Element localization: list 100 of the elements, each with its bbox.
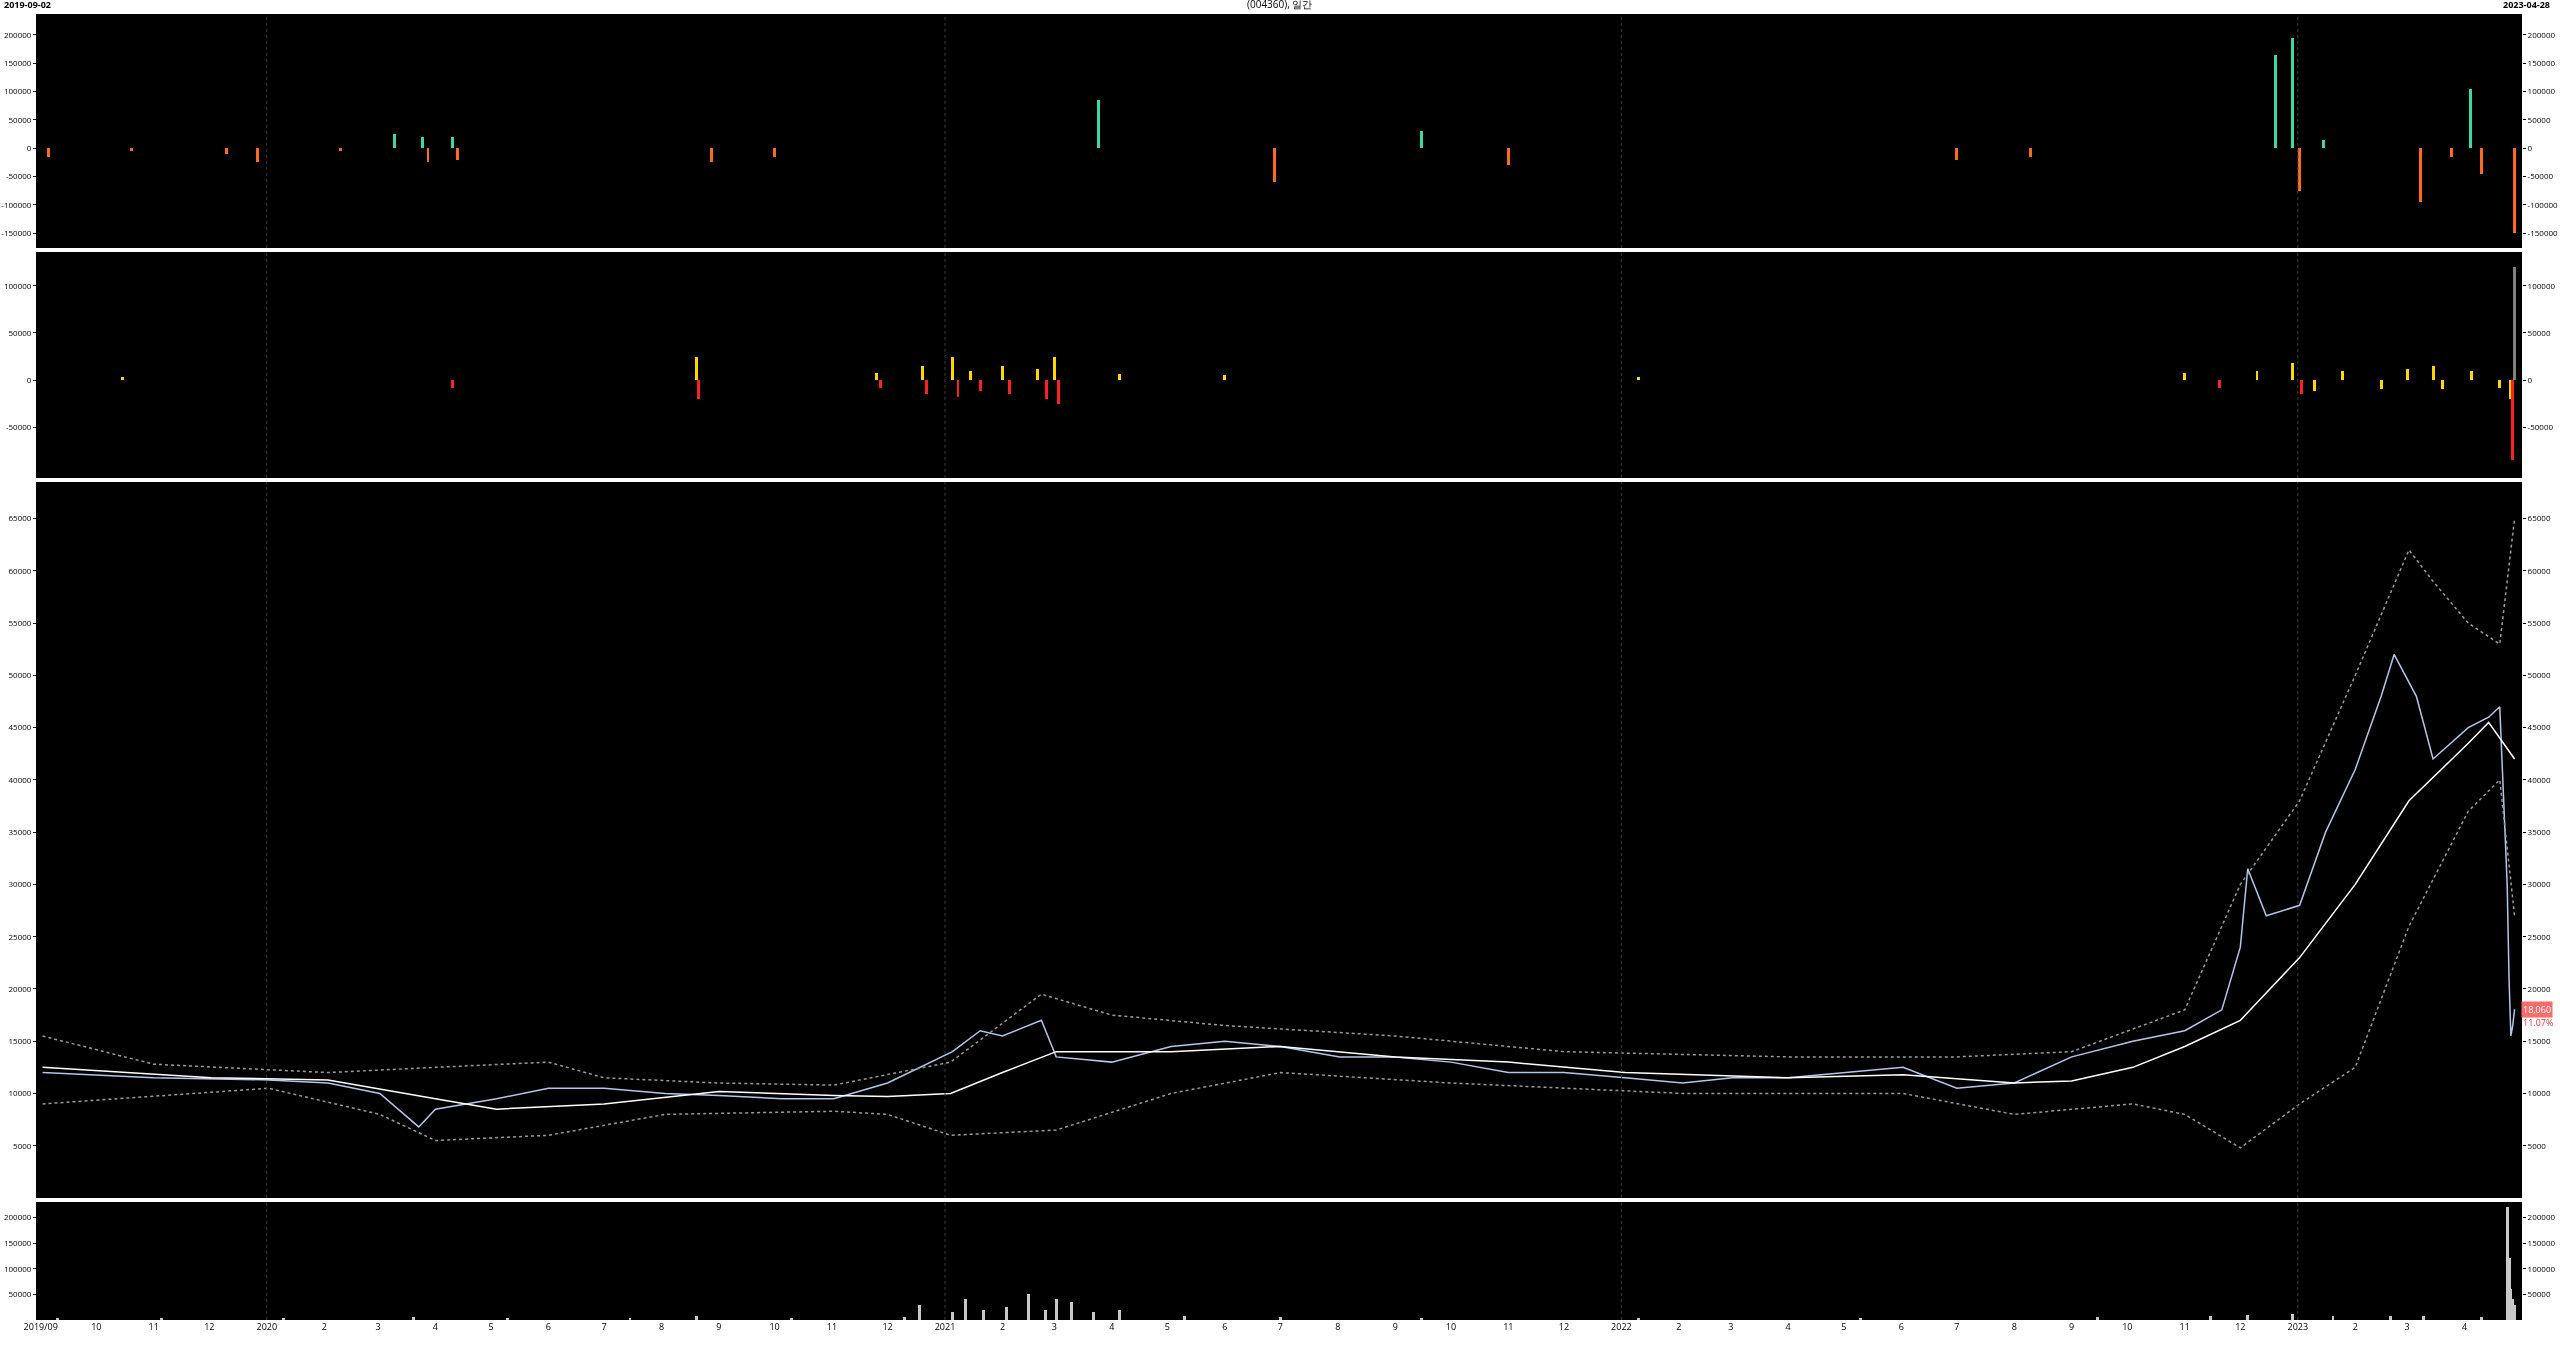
y-tick-label: 45000 — [8, 721, 32, 733]
y2-tick-label: 200000 — [2527, 1211, 2556, 1223]
x-tick-label: 6 — [1222, 1320, 1228, 1333]
y-tick-label: -150000 — [1, 227, 32, 239]
x-tick-label: 2021 — [934, 1320, 956, 1333]
x-tick-label: 2 — [999, 1320, 1006, 1333]
y2-tick-label: 40000 — [2527, 773, 2551, 785]
y-tick-label: -100000 — [1, 198, 32, 210]
x-tick-label: 7 — [1277, 1320, 1284, 1333]
x-tick-label: 4 — [2461, 1320, 2468, 1333]
y2-tick-label: 50000 — [2527, 1288, 2551, 1300]
y2-tick-label: -150000 — [2527, 227, 2559, 239]
x-tick-label: 2023 — [2287, 1320, 2309, 1333]
x-tick-label: 10 — [91, 1320, 102, 1333]
y-tick-label: 150000 — [3, 57, 32, 69]
x-tick-label: 9 — [2069, 1320, 2075, 1333]
x-tick-label: 8 — [2011, 1320, 2017, 1333]
x-tick-label: 7 — [1954, 1320, 1960, 1333]
y2-tick-label: 45000 — [2527, 721, 2551, 733]
x-tick-label: 2022 — [1611, 1320, 1632, 1333]
y-tick-label: -50000 — [5, 170, 32, 182]
y2-tick-label: 100000 — [2527, 85, 2556, 97]
y2-tick-label: 5000 — [2527, 1139, 2547, 1151]
y-tick-label: 25000 — [8, 930, 32, 942]
y2-tick-label: 15000 — [2527, 1035, 2551, 1047]
y2-tick-label: 0 — [2527, 373, 2533, 385]
y2-tick-label: 10000 — [2527, 1087, 2551, 1099]
y-tick-label: 0 — [26, 373, 32, 385]
y-tick-label: 100000 — [3, 1262, 32, 1274]
x-tick-label: 12 — [2235, 1320, 2246, 1333]
y2-tick-label: -100000 — [2527, 198, 2559, 210]
y-tick-label: 200000 — [3, 28, 32, 40]
text: 11.07% — [2523, 1016, 2554, 1029]
y2-tick-label: 65000 — [2527, 512, 2551, 524]
y2-tick-label: 100000 — [2527, 279, 2556, 291]
x-tick-label: 4 — [432, 1320, 438, 1333]
x-tick-label: 5 — [1164, 1320, 1170, 1333]
x-tick-label: 10 — [2122, 1320, 2133, 1333]
x-tick-label: 8 — [1335, 1320, 1341, 1333]
y2-tick-label: 30000 — [2527, 878, 2551, 890]
x-tick-label: 11 — [1503, 1320, 1514, 1333]
x-tick-label: 3 — [375, 1320, 381, 1333]
y-tick-label: 150000 — [3, 1236, 32, 1248]
y-tick-label: 40000 — [8, 773, 32, 785]
annotation: 18,060 — [2523, 1003, 2552, 1016]
x-tick-label: 5 — [1841, 1320, 1847, 1333]
x-tick-label: 2 — [2352, 1320, 2358, 1333]
x-tick-label: 12 — [204, 1320, 215, 1333]
y2-tick-label: 0 — [2527, 142, 2533, 154]
x-tick-label: 4 — [1109, 1320, 1115, 1333]
y2-tick-label: -50000 — [2527, 420, 2554, 432]
y-tick-label: 55000 — [8, 616, 32, 628]
y-tick-label: 50000 — [8, 326, 32, 338]
x-tick-label: 5 — [488, 1320, 494, 1333]
y-tick-label: 0 — [26, 142, 32, 154]
text: 2023-04-28 — [2503, 0, 2550, 11]
y2-tick-label: 150000 — [2527, 57, 2556, 69]
y2-tick-label: 20000 — [2527, 982, 2551, 994]
y2-tick-label: 100000 — [2527, 1262, 2556, 1274]
y-tick-label: 200000 — [3, 1211, 32, 1223]
x-tick-label: 2 — [1676, 1320, 1682, 1333]
y-tick-label: 60000 — [8, 564, 32, 576]
x-tick-label: 3 — [1728, 1320, 1734, 1333]
x-tick-label: 9 — [716, 1320, 722, 1333]
y-tick-label: 10000 — [8, 1087, 32, 1099]
x-tick-label: 11 — [826, 1320, 838, 1333]
x-tick-label: 2020 — [256, 1320, 278, 1333]
y2-tick-label: -50000 — [2527, 170, 2554, 182]
y-tick-label: 50000 — [8, 669, 32, 681]
y2-tick-label: 55000 — [2527, 616, 2551, 628]
y-tick-label: 65000 — [8, 512, 32, 524]
x-tick-label: 10 — [769, 1320, 780, 1333]
x-tick-label: 3 — [2404, 1320, 2410, 1333]
y-tick-label: -50000 — [5, 420, 32, 432]
y2-tick-label: 150000 — [2527, 1236, 2556, 1248]
x-tick-label: 11 — [148, 1320, 159, 1333]
y-tick-label: 100000 — [3, 85, 32, 97]
y-tick-label: 20000 — [8, 982, 32, 994]
y2-tick-label: 200000 — [2527, 28, 2556, 40]
x-tick-label: 8 — [658, 1320, 665, 1333]
y2-tick-label: 50000 — [2527, 669, 2551, 681]
x-tick-label: 2 — [321, 1320, 327, 1333]
x-tick-label: 2019/09 — [23, 1320, 58, 1333]
y2-tick-label: 50000 — [2527, 326, 2551, 338]
x-tick-label: 6 — [1898, 1320, 1904, 1333]
y-tick-label: 35000 — [8, 825, 32, 837]
chart-title: (004360), 일간 — [1247, 0, 1313, 11]
x-tick-label: 4 — [1785, 1320, 1791, 1333]
y-tick-label: 15000 — [8, 1035, 32, 1047]
x-tick-label: 7 — [601, 1320, 607, 1333]
y2-tick-label: 25000 — [2527, 930, 2551, 942]
y-tick-label: 100000 — [3, 279, 32, 291]
text: 2019-09-02 — [4, 0, 51, 11]
x-tick-label: 10 — [1445, 1320, 1457, 1333]
y2-tick-label: 50000 — [2527, 113, 2551, 125]
y-tick-label: 50000 — [8, 1288, 32, 1300]
x-tick-label: 12 — [1558, 1320, 1570, 1333]
y2-tick-label: 35000 — [2527, 825, 2551, 837]
y2-tick-label: 60000 — [2527, 564, 2551, 576]
x-tick-label: 3 — [1051, 1320, 1057, 1333]
